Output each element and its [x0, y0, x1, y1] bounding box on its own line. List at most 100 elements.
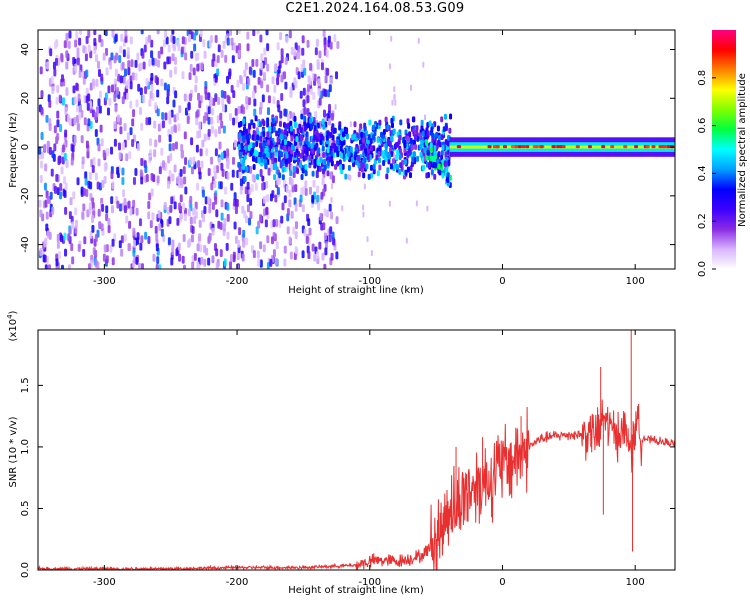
heatmap-cell	[95, 54, 99, 63]
heatmap-cell	[396, 149, 400, 156]
heatmap-cell	[76, 57, 80, 66]
heatmap-cell	[56, 187, 60, 196]
heatmap-cell	[144, 86, 148, 95]
heatmap-cell	[83, 236, 87, 245]
heatmap-cell	[209, 34, 213, 43]
heatmap-cell	[393, 86, 396, 93]
heatmap-cell	[178, 253, 182, 262]
heatmap-cell	[117, 142, 121, 151]
heatmap-cell	[183, 131, 187, 140]
heatmap-cell	[172, 43, 176, 52]
heatmap-cell	[109, 61, 113, 70]
heatmap-cell	[166, 56, 170, 65]
heatmap-cell	[205, 148, 209, 157]
heatmap-cell	[376, 137, 380, 144]
heatmap-cell	[74, 219, 78, 228]
heatmap-cell	[437, 163, 441, 170]
snr-multiplier: (x104)	[6, 310, 19, 341]
heatmap-cell	[322, 30, 326, 38]
heatmap-cell	[43, 254, 47, 263]
heatmap-cell	[128, 151, 132, 160]
heatmap-cell	[301, 250, 305, 259]
heatmap-cell	[189, 216, 193, 225]
heatmap-cell	[419, 144, 423, 151]
snr-panel: -300 -200 -100 0 100 0.0 0.5 1.0 1.5 Height of …	[6, 310, 676, 596]
heatmap-cell	[82, 45, 86, 54]
heatmap-cell	[249, 142, 253, 149]
heatmap-cell	[114, 34, 118, 43]
heatmap-cell	[272, 219, 276, 228]
heatmap-cell	[150, 172, 154, 181]
heatmap-cell	[291, 184, 295, 193]
snr-y-axis-label: SNR (10 * v/v)	[8, 416, 19, 487]
heatmap-cell	[237, 239, 241, 248]
heatmap-cell	[317, 147, 321, 154]
heatmap-cell	[266, 194, 270, 203]
heatmap-cell	[415, 200, 418, 207]
heatmap-cell	[395, 163, 399, 170]
heatmap-cell	[96, 60, 100, 69]
heatmap-cell	[145, 174, 149, 183]
heatmap-cell	[220, 162, 224, 171]
heatmap-cell	[200, 160, 204, 169]
heatmap-cell	[405, 237, 408, 244]
heatmap-cell	[213, 165, 217, 174]
colorbar-tick-label: 0.2	[697, 213, 708, 229]
heatmap-cell	[46, 140, 50, 149]
heatmap-cell	[281, 174, 285, 181]
heatmap-cell	[220, 120, 224, 129]
heatmap-cell	[157, 59, 161, 68]
heatmap-cell	[351, 134, 355, 141]
heatmap-cell	[86, 102, 90, 111]
heatmap-cell	[421, 157, 425, 164]
heatmap-cell	[432, 155, 436, 162]
heatmap-cell	[178, 202, 182, 211]
heatmap-cell	[71, 144, 75, 153]
heatmap-cell	[55, 57, 59, 66]
heatmap-cell	[172, 99, 176, 108]
heatmap-cell	[63, 176, 67, 185]
heatmap-cell	[164, 30, 168, 39]
heatmap-cell	[288, 189, 292, 198]
heatmap-cell	[237, 144, 241, 151]
heatmap-cell	[321, 118, 325, 125]
heatmap-cell	[284, 81, 288, 90]
heatmap-cell	[55, 258, 59, 267]
heatmap-cell	[89, 121, 93, 130]
heatmap-cell	[347, 164, 351, 171]
heatmap-cell	[160, 46, 164, 55]
snr-x-tick-label: 0	[499, 577, 505, 588]
heatmap-cell	[270, 236, 274, 245]
heatmap-cell	[311, 170, 315, 177]
heatmap-cell	[150, 39, 154, 48]
heatmap-cell	[66, 114, 70, 123]
heatmap-cell	[202, 214, 206, 223]
heatmap-cell	[170, 126, 174, 135]
heatmap-cell	[173, 56, 177, 65]
heatmap-cell	[370, 250, 373, 257]
heatmap-cell	[666, 145, 671, 149]
heatmap-cell	[321, 168, 325, 175]
heatmap-cell	[274, 157, 278, 164]
heatmap-cell	[91, 78, 95, 87]
heatmap-cell	[281, 160, 285, 167]
heatmap-cell	[280, 92, 284, 101]
heatmap-cell	[224, 54, 228, 63]
heatmap-cell	[237, 30, 241, 35]
heatmap-cell	[301, 204, 305, 213]
heatmap-cell	[140, 158, 144, 167]
heatmap-cell	[173, 66, 177, 75]
heatmap-cell	[97, 68, 101, 77]
heatmap-cell	[443, 113, 447, 120]
heatmap-cell	[218, 157, 222, 166]
heatmap-cell	[63, 152, 67, 161]
heatmap-cell	[193, 43, 197, 52]
heatmap-cell	[286, 207, 290, 216]
heatmap-cell	[125, 215, 129, 224]
heatmap-cell	[88, 172, 92, 181]
heatmap-cell	[193, 215, 197, 224]
heatmap-cell	[325, 49, 329, 58]
heatmap-cell	[132, 227, 136, 236]
heatmap-cell	[271, 76, 275, 85]
heatmap-cell	[119, 203, 123, 212]
